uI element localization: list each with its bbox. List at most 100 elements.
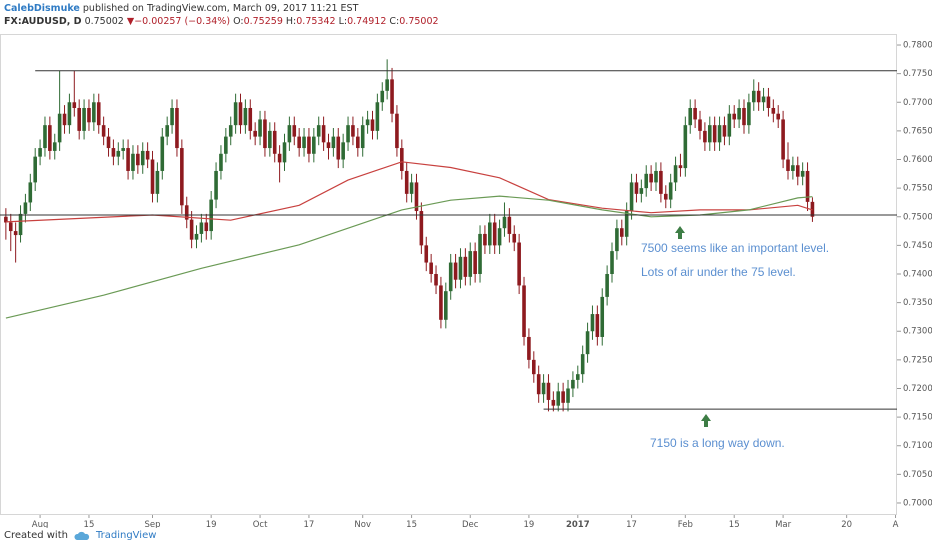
candle-body [131, 153, 135, 171]
ohlc-label: O: [233, 16, 244, 27]
x-tick-label: 15 [84, 520, 95, 528]
last-price: 0.75002 [84, 16, 124, 27]
candle-body [233, 102, 238, 126]
candle-body [654, 170, 658, 183]
candle-body [483, 233, 487, 246]
candle-body [434, 273, 438, 286]
candle-body [116, 150, 121, 157]
candle-body [747, 102, 751, 126]
candle-body [43, 125, 47, 149]
candle-body [761, 96, 766, 103]
candle-body [346, 125, 350, 143]
candle-body [507, 216, 512, 234]
candle-body [360, 125, 365, 149]
candle-body [463, 256, 468, 277]
candle-body [67, 102, 72, 126]
candle-body [712, 125, 717, 143]
candle-body [707, 125, 712, 143]
candle-body [536, 374, 541, 395]
change: −0.00257 (−0.34%) [134, 16, 231, 27]
candle-body [502, 216, 507, 229]
candle-body [52, 142, 57, 151]
ohlc-label: C: [389, 16, 400, 27]
x-tick-label: Feb [678, 520, 693, 528]
candle-body [326, 142, 331, 149]
candle-body [703, 130, 707, 143]
candle-body [331, 136, 336, 149]
candle-body [571, 379, 575, 389]
candle-body [424, 245, 429, 263]
x-tick-label: 2017 [566, 520, 590, 528]
candle-body [312, 136, 316, 154]
candle-body [497, 228, 502, 246]
candle-body [615, 228, 619, 252]
candle-body [458, 256, 463, 280]
candle-body [532, 359, 536, 375]
candle-body [580, 354, 585, 375]
candle-body [546, 382, 551, 400]
ohlc-value: 0.75259 [243, 16, 283, 27]
candle-body [693, 107, 697, 120]
candle-body [556, 391, 561, 406]
candle-body [268, 130, 272, 149]
candle-body [649, 173, 653, 183]
brand[interactable]: TradingView [95, 530, 157, 541]
candle-body [370, 119, 375, 131]
candle-body [243, 107, 248, 126]
candle-body [595, 314, 600, 337]
ohlc-value: 0.75002 [399, 16, 439, 27]
x-tick-label: 19 [523, 520, 534, 528]
candle-body [253, 130, 257, 137]
publish-line: CalebDismuke published on TradingView.co… [4, 2, 439, 15]
candle-body [473, 251, 477, 274]
x-tick-label: Sep [144, 520, 160, 528]
created-with: Created with [4, 530, 68, 541]
author[interactable]: CalebDismuke [4, 3, 80, 14]
candle-body [175, 107, 179, 149]
ohlc-value: 0.75342 [296, 16, 336, 27]
candle-body [4, 216, 8, 223]
candle-body [541, 382, 546, 395]
symbol: FX:AUDUSD, D [4, 16, 82, 27]
change-arrow: ▼ [126, 16, 135, 27]
candle-body [590, 314, 595, 332]
candle-body [302, 136, 306, 149]
candle-body [444, 291, 448, 320]
candle-body [87, 107, 91, 123]
candle-body [238, 102, 243, 126]
candle-body [517, 242, 521, 286]
candle-body [77, 107, 81, 131]
candle-body [356, 136, 360, 149]
candle-body [111, 148, 116, 157]
candle-body [737, 107, 741, 120]
candle-body [214, 170, 218, 200]
arrow [675, 226, 685, 239]
published: published on TradingView.com, March 09, … [82, 3, 359, 14]
candle-body [448, 262, 453, 292]
candle-body [258, 119, 262, 137]
candle-body [82, 107, 86, 131]
candle-body [263, 119, 267, 149]
candle-body [23, 202, 28, 214]
x-tick-label: 19 [206, 520, 217, 528]
candle-body [404, 170, 409, 194]
candle-body [453, 262, 458, 280]
candle-body [575, 374, 580, 380]
candle-body [766, 96, 771, 108]
candle-body [57, 113, 62, 143]
x-tick-label: Oct [253, 520, 268, 528]
header: CalebDismuke published on TradingView.co… [4, 2, 439, 28]
candle-body [732, 113, 737, 120]
candle-body [33, 156, 37, 183]
candle-body [488, 222, 492, 246]
candle-body [292, 125, 297, 137]
candle-body [776, 113, 781, 120]
candle-body [585, 331, 590, 355]
